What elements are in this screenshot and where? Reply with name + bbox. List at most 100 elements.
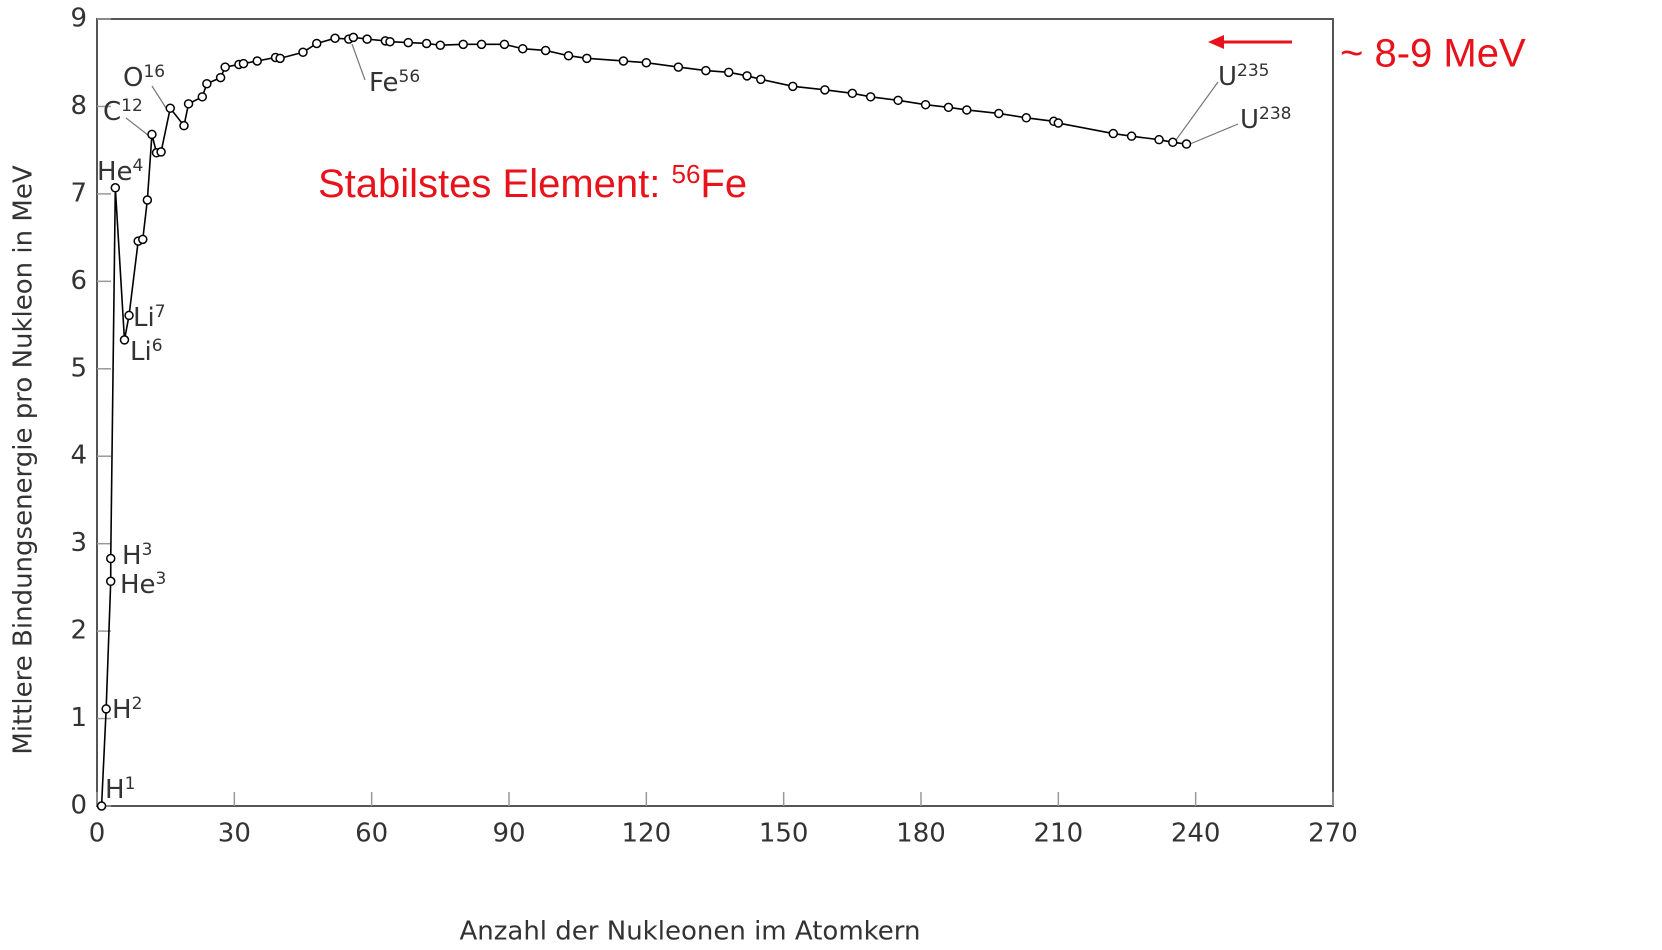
label-mass: 4	[133, 156, 144, 176]
data-point	[348, 32, 359, 43]
x-tick-label: 180	[896, 819, 946, 849]
data-point	[165, 103, 175, 113]
data-point	[1126, 131, 1137, 141]
data-point	[540, 45, 551, 56]
y-tick-label: 4	[70, 441, 87, 471]
label-element: He	[120, 570, 156, 600]
data-point	[220, 62, 230, 72]
data-point	[847, 88, 858, 99]
data-point	[138, 234, 148, 245]
label-mass: 2	[132, 694, 143, 714]
data-point	[962, 105, 972, 115]
arrow-head	[1208, 35, 1224, 49]
y-tick-label: 9	[70, 4, 87, 34]
data-point	[275, 53, 285, 64]
x-axis-label: Anzahl der Nukleonen im Atomkern	[459, 917, 920, 947]
label-mass: 1	[125, 774, 136, 794]
label-mass: 3	[156, 569, 167, 589]
x-tick-label: 270	[1308, 819, 1358, 849]
data-point	[641, 57, 652, 68]
x-tick-label: 0	[89, 819, 106, 849]
leader	[1175, 81, 1219, 141]
data-point	[458, 39, 468, 50]
x-tick-label: 150	[759, 819, 809, 849]
data-point	[517, 43, 528, 54]
leader	[125, 117, 149, 136]
data-point	[618, 56, 629, 66]
data-point	[298, 47, 308, 57]
data-point	[142, 195, 153, 205]
x-tick-label: 90	[492, 819, 525, 849]
label-element: He	[97, 157, 133, 187]
data-point	[202, 78, 212, 89]
data-point	[385, 36, 395, 47]
data-point	[1021, 113, 1032, 123]
data-point	[865, 92, 876, 102]
data-point	[252, 56, 262, 66]
label-mass: 12	[121, 96, 143, 116]
data-point	[183, 99, 194, 109]
data-point	[476, 39, 487, 50]
point-label: Li6	[130, 336, 163, 367]
data-point	[563, 50, 574, 61]
data-point	[943, 102, 954, 113]
data-point	[124, 310, 134, 321]
point-label: C12	[103, 96, 143, 127]
data-point	[1168, 137, 1178, 148]
point-label: U238	[1240, 104, 1291, 135]
data-point	[215, 72, 226, 83]
data-point	[311, 38, 322, 49]
label-element: H	[112, 695, 132, 725]
label-mass: 3	[142, 540, 153, 560]
data-point	[105, 553, 116, 564]
data-point	[105, 576, 116, 587]
leader	[1189, 123, 1239, 145]
plot-frame	[96, 18, 1334, 807]
x-tick-label: 210	[1034, 819, 1084, 849]
data-point	[96, 801, 107, 811]
y-tick-label: 2	[70, 616, 87, 646]
stable-note: Stabilstes Element: 56Fe	[318, 159, 747, 206]
point-label: Fe56	[369, 67, 420, 98]
y-tick-label: 1	[70, 703, 87, 733]
data-point	[238, 58, 249, 69]
data-point	[421, 38, 432, 49]
data-point	[156, 147, 166, 157]
y-tick-label: 7	[70, 178, 87, 208]
leader	[351, 43, 366, 81]
data-point	[742, 71, 752, 81]
point-label: He4	[97, 156, 143, 187]
label-mass: 16	[143, 62, 165, 82]
point-label: U235	[1218, 61, 1269, 92]
data-point	[723, 67, 734, 78]
data-point	[582, 53, 592, 64]
data-point	[110, 183, 121, 193]
point-label: He3	[120, 569, 166, 600]
label-element: H	[122, 541, 142, 571]
label-element: C	[103, 97, 121, 127]
data-point	[994, 108, 1004, 119]
data-point	[403, 37, 414, 48]
y-axis-label: Mittlere Bindungsenergie pro Nukleon in …	[9, 165, 39, 754]
data-point	[330, 33, 340, 43]
x-tick-label: 240	[1171, 819, 1221, 849]
data-point	[820, 85, 830, 95]
data-point	[893, 95, 903, 106]
label-mass: 235	[1237, 61, 1269, 81]
data-line	[100, 36, 1187, 807]
leader	[151, 85, 167, 109]
y-tick-label: 3	[70, 528, 87, 558]
label-element: U	[1218, 62, 1237, 92]
data-point	[1181, 139, 1192, 149]
x-tick-label: 30	[218, 819, 251, 849]
data-point	[920, 99, 931, 110]
data-point	[1154, 134, 1164, 145]
data-point	[1053, 118, 1064, 128]
data-point	[499, 39, 510, 50]
data-point	[756, 74, 766, 85]
data-point	[179, 120, 189, 131]
label-mass: 56	[399, 67, 421, 87]
point-label: Li7	[133, 302, 166, 333]
data-point	[101, 704, 111, 714]
